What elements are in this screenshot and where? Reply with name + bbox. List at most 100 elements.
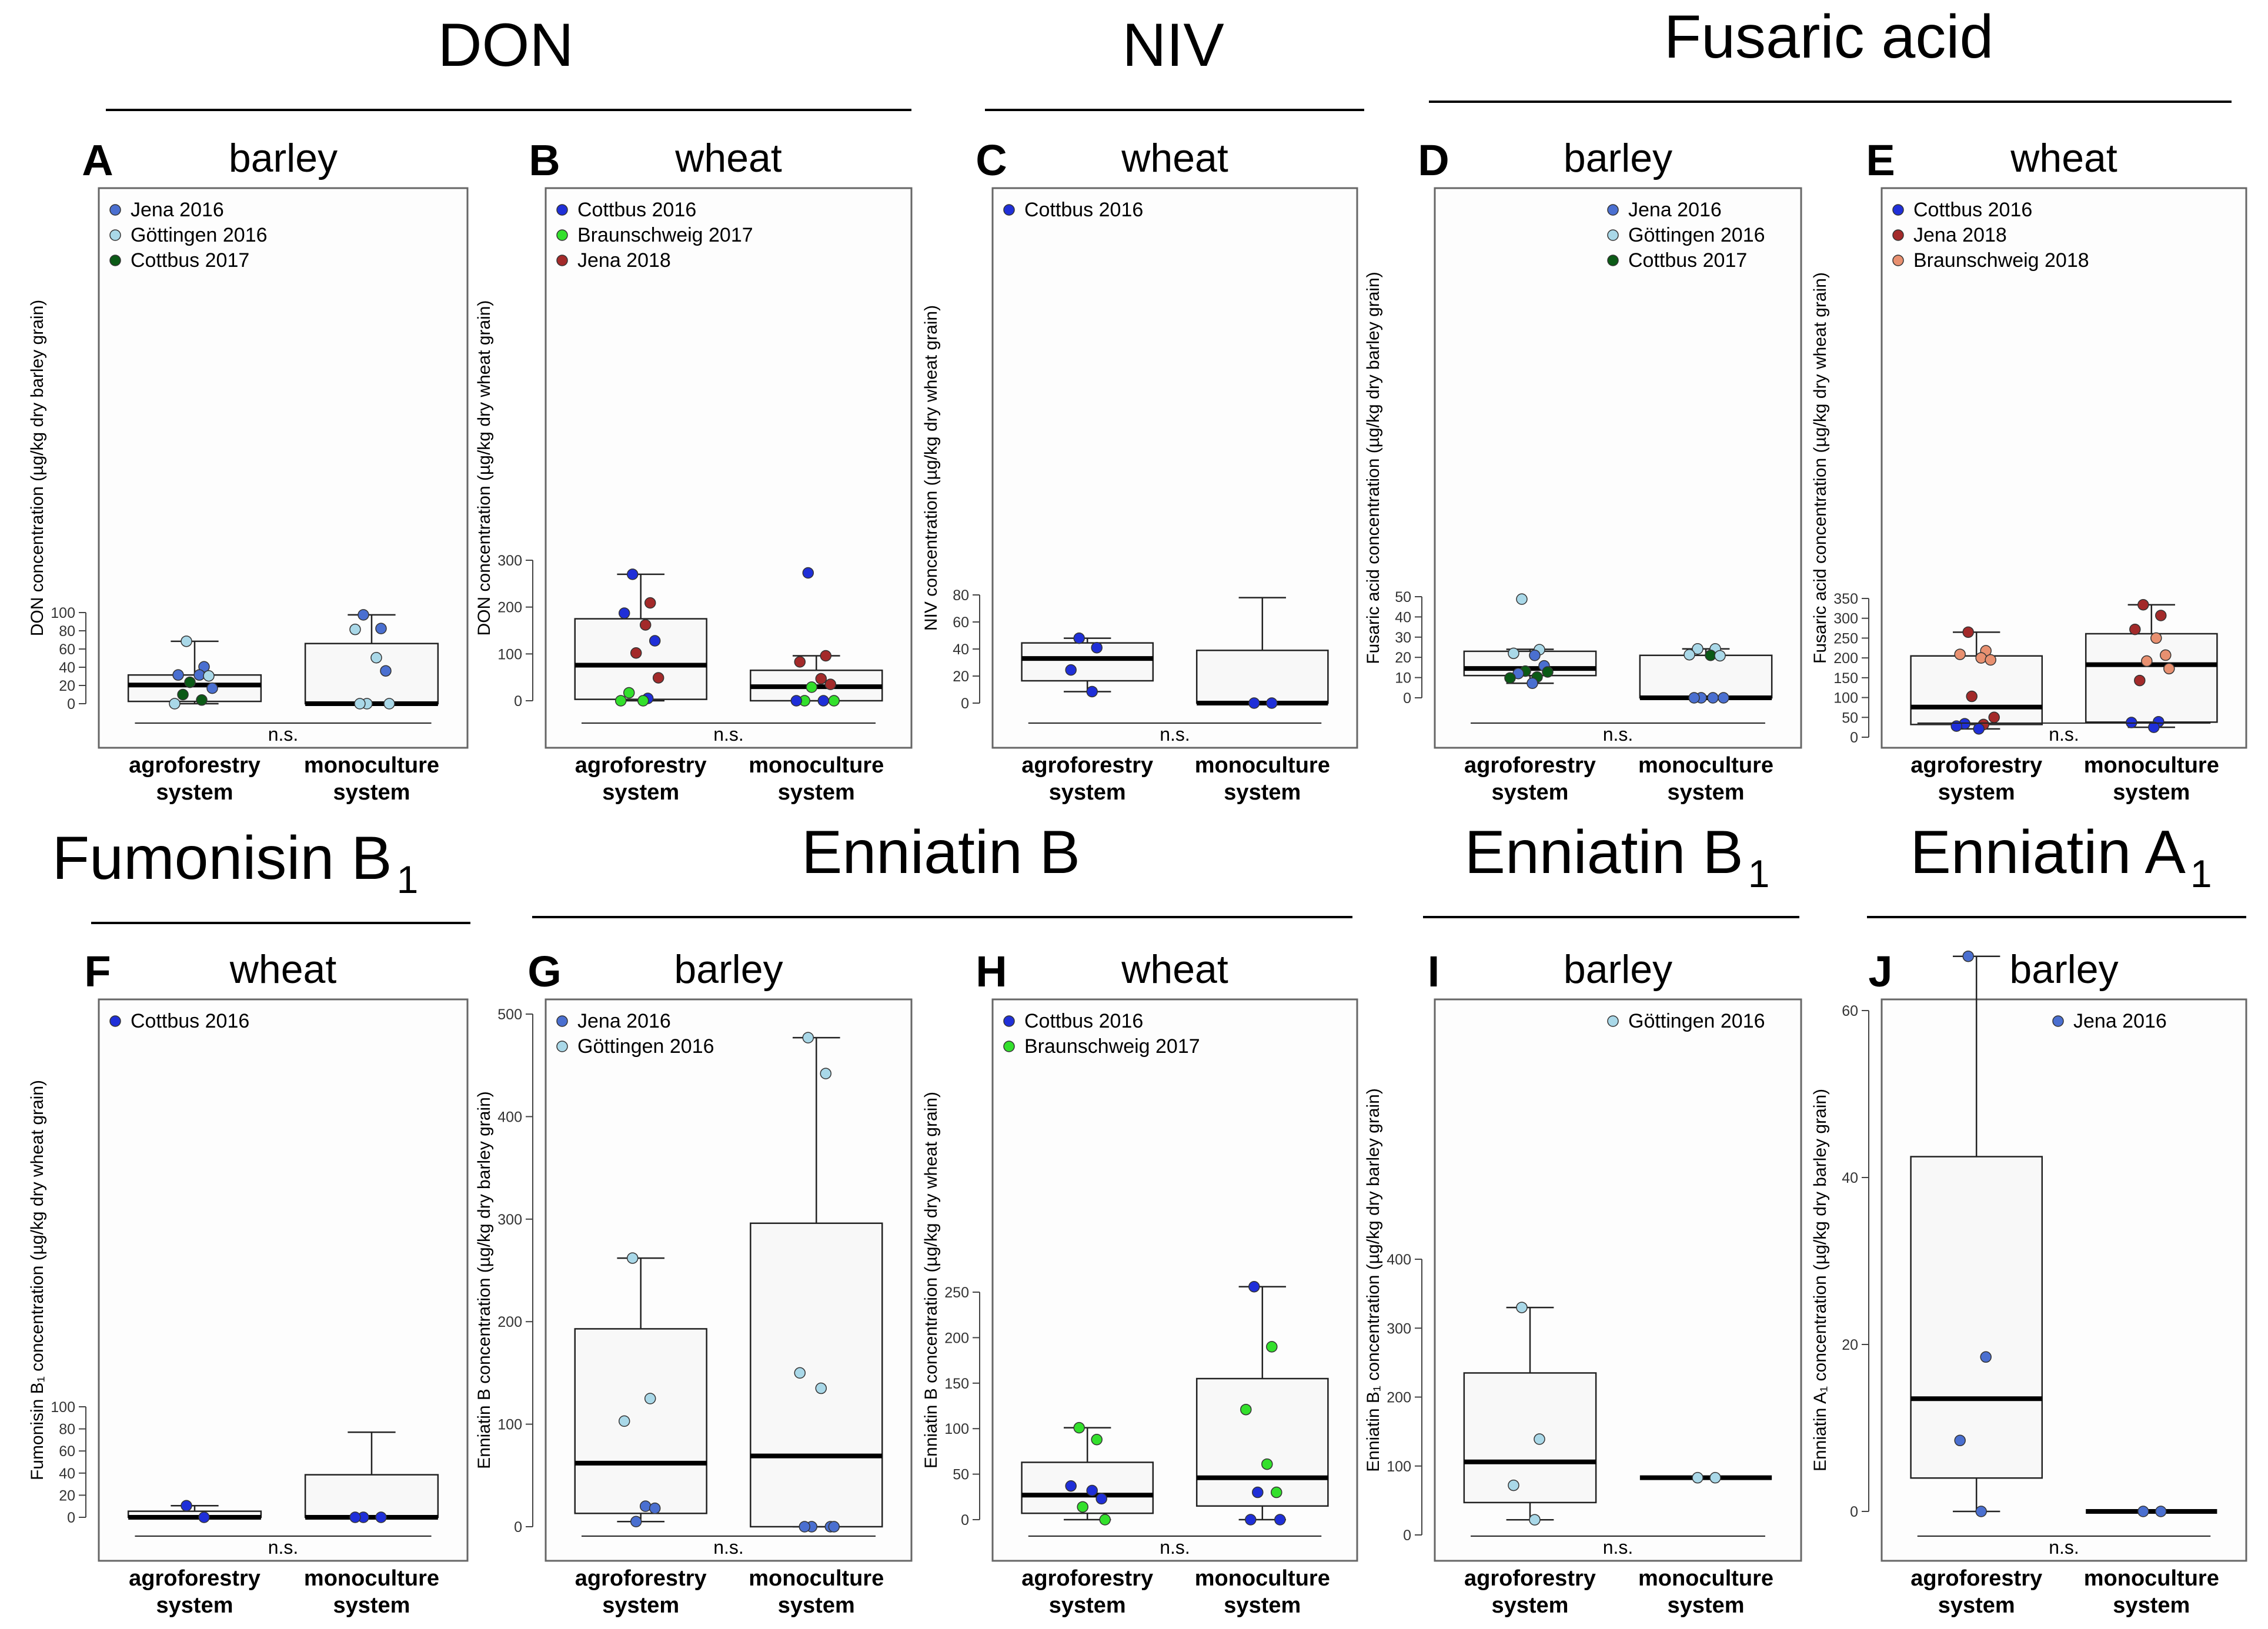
panel-letter: B [529, 136, 560, 185]
significance-label: n.s. [2049, 724, 2079, 745]
panel-crop-title: barley [229, 136, 338, 180]
data-point [802, 567, 814, 579]
y-tick-label: 0 [1403, 690, 1411, 707]
box-iqr [1910, 655, 2043, 725]
legend-label: Cottbus 2016 [131, 1010, 249, 1032]
data-point [614, 695, 627, 707]
y-tick-label: 200 [944, 1330, 969, 1346]
data-point [198, 1511, 210, 1523]
data-point [637, 695, 649, 707]
x-category-label: monoculture [304, 753, 439, 778]
x-category-label: agroforestry [1910, 753, 2042, 778]
data-point [802, 1032, 814, 1043]
y-tick-label: 100 [1833, 690, 1858, 707]
legend-marker [556, 204, 568, 216]
plot-frame [98, 998, 469, 1562]
y-tick-label: 40 [1842, 1170, 1858, 1186]
y-tick-label: 20 [59, 678, 75, 694]
y-tick-label: 250 [944, 1285, 969, 1301]
y-axis-label: Fusaric acid concentration (µg/kg dry ba… [1364, 272, 1383, 664]
y-axis-label: NIV concentration (µg/kg dry wheat grain… [921, 305, 941, 631]
group-title-text: DON [437, 11, 573, 79]
panel-letter: H [976, 947, 1007, 996]
data-point [649, 635, 661, 647]
y-tick-label: 20 [59, 1487, 75, 1504]
group-title-main: Enniatin A [1910, 818, 2186, 887]
data-point [1086, 685, 1098, 698]
box-iqr [1910, 1156, 2043, 1479]
data-point [1954, 1434, 1966, 1447]
data-point [794, 656, 806, 668]
data-point [1527, 677, 1538, 689]
legend-marker [1607, 229, 1619, 241]
panel-crop-title: wheat [1121, 947, 1228, 992]
panel-letter: E [1866, 136, 1895, 185]
y-tick-label: 60 [953, 614, 969, 631]
data-point [649, 1502, 661, 1514]
data-point [799, 1521, 811, 1533]
legend-label: Göttingen 2016 [1628, 224, 1765, 246]
panel-crop-title: wheat [229, 947, 337, 992]
legend-marker [109, 229, 121, 241]
panel-letter: D [1418, 136, 1449, 185]
legend-label: Göttingen 2016 [1628, 1010, 1765, 1032]
data-point [1975, 652, 1987, 664]
y-tick-label: 150 [1833, 670, 1858, 687]
legend-marker [109, 204, 121, 216]
legend-label: Braunschweig 2018 [1913, 249, 2089, 272]
data-point [1091, 1434, 1103, 1446]
data-point [184, 676, 196, 688]
data-point [1988, 711, 2000, 724]
data-point [1542, 666, 1554, 678]
data-point [1504, 672, 1516, 684]
legend-label: Cottbus 2016 [1024, 1010, 1143, 1032]
legend-label: Jena 2016 [2073, 1010, 2167, 1032]
data-point [2148, 721, 2160, 733]
box-iqr [574, 618, 707, 700]
box-iqr [2085, 633, 2218, 723]
data-point [2134, 674, 2146, 687]
data-point [1508, 647, 1519, 660]
panel-letter: G [527, 947, 562, 996]
significance-label: n.s. [2049, 1537, 2079, 1558]
group-title-text: NIV [1122, 11, 1224, 79]
data-point [1684, 648, 1695, 661]
y-tick-label: 250 [1833, 630, 1858, 647]
data-point [177, 688, 189, 701]
box-iqr [304, 1474, 439, 1518]
y-tick-label: 0 [961, 1512, 969, 1528]
y-tick-label: 200 [1833, 650, 1858, 667]
x-category-label: monoculture [1195, 753, 1330, 778]
x-category-label: agroforestry [575, 753, 707, 778]
y-tick-label: 300 [497, 553, 522, 569]
y-axis-label: Fusaric acid concentration (µg/kg dry wh… [1811, 272, 1830, 664]
y-tick-label: 150 [944, 1376, 969, 1392]
legend-label: Jena 2018 [577, 249, 671, 272]
box-iqr [1463, 1372, 1597, 1504]
legend-label: Cottbus 2016 [1913, 199, 2032, 221]
data-point [1245, 1514, 1257, 1526]
panel-letter: F [84, 947, 111, 996]
group-title-main: Enniatin B [801, 818, 1080, 887]
significance-label: n.s. [1603, 1537, 1634, 1558]
x-category-label: monoculture [304, 1566, 439, 1591]
x-category-label: system [2113, 780, 2190, 805]
data-point [1973, 723, 1985, 735]
data-point [203, 670, 215, 682]
data-point [1966, 690, 1978, 703]
panel-crop-title: wheat [2010, 136, 2117, 180]
y-tick-label: 0 [67, 1510, 75, 1526]
y-tick-label: 0 [1850, 1504, 1858, 1520]
panel-crop-title: wheat [1121, 136, 1228, 180]
data-point [2155, 1506, 2167, 1517]
data-point [2129, 623, 2141, 635]
